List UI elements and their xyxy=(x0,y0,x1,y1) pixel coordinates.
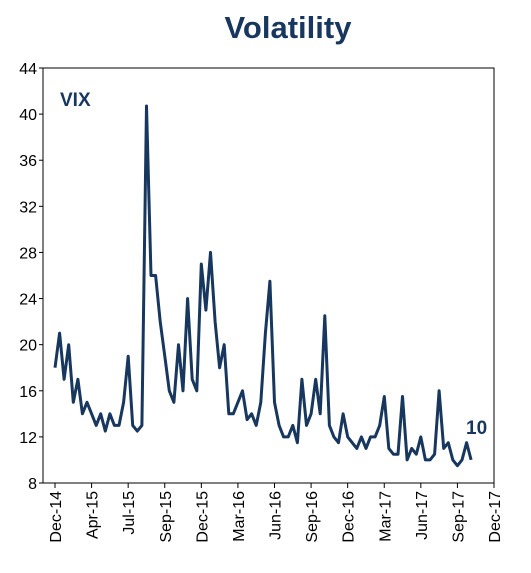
y-tick-label: 28 xyxy=(19,245,37,262)
last-value-annotation: 10 xyxy=(466,418,487,439)
x-tick-label: Dec-16 xyxy=(341,491,358,543)
x-tick-label: Mar-16 xyxy=(231,491,248,542)
y-tick-label: 24 xyxy=(19,292,37,309)
y-tick-label: 16 xyxy=(19,384,37,401)
x-tick-label: Sep-17 xyxy=(450,491,467,543)
y-tick-label: 20 xyxy=(19,338,37,355)
plot-frame xyxy=(42,67,495,484)
x-tick-label: Dec-17 xyxy=(487,491,504,543)
y-tick-label: 44 xyxy=(19,61,37,78)
y-tick-label: 12 xyxy=(19,430,37,447)
series-annotation: VIX xyxy=(60,90,91,111)
x-tick-label: Dec-14 xyxy=(48,491,65,543)
y-tick-label: 32 xyxy=(19,199,37,216)
x-tick-label: Jun-17 xyxy=(414,491,431,540)
y-tick-label: 36 xyxy=(19,153,37,170)
y-tick-label: 40 xyxy=(19,107,37,124)
x-tick-label: Dec-15 xyxy=(194,491,211,543)
series-line xyxy=(53,104,473,468)
x-tick-label: Mar-17 xyxy=(377,491,394,542)
chart-title: Volatility xyxy=(225,10,353,45)
x-tick-label: Sep-16 xyxy=(304,491,321,543)
x-tick-label: Sep-15 xyxy=(158,491,175,543)
x-tick-label: Jul-15 xyxy=(121,491,138,535)
x-tick-label: Apr-15 xyxy=(85,491,102,539)
x-tick-label: Jun-16 xyxy=(268,491,285,540)
y-tick-label: 8 xyxy=(28,476,37,493)
